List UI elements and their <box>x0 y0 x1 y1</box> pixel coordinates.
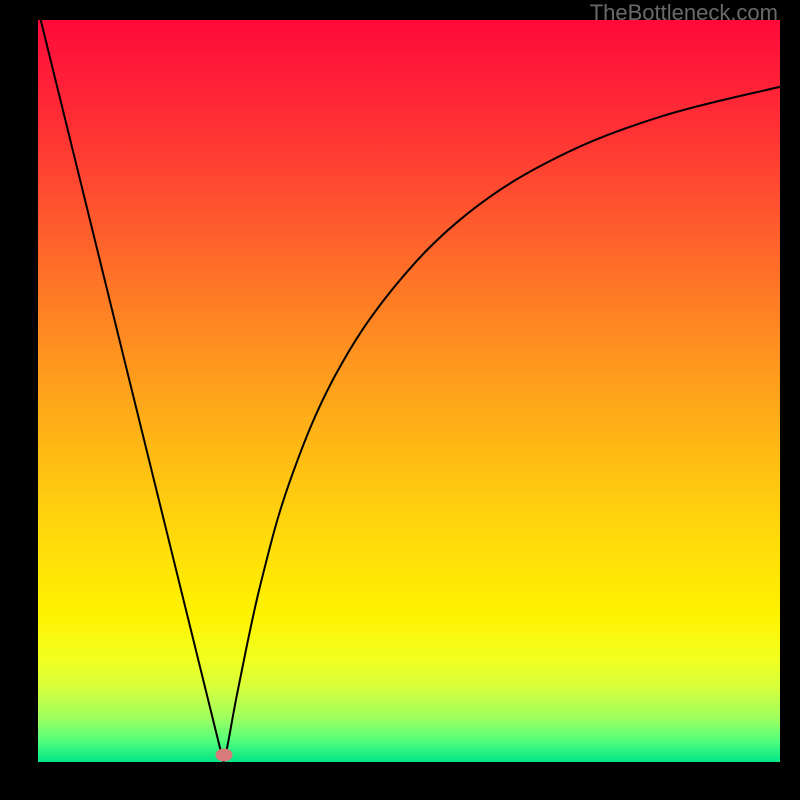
bottleneck-curve <box>38 20 780 762</box>
watermark-text: TheBottleneck.com <box>590 0 778 26</box>
chart-container: TheBottleneck.com <box>0 0 800 800</box>
plot-area <box>38 20 780 762</box>
minimum-marker <box>215 748 232 761</box>
